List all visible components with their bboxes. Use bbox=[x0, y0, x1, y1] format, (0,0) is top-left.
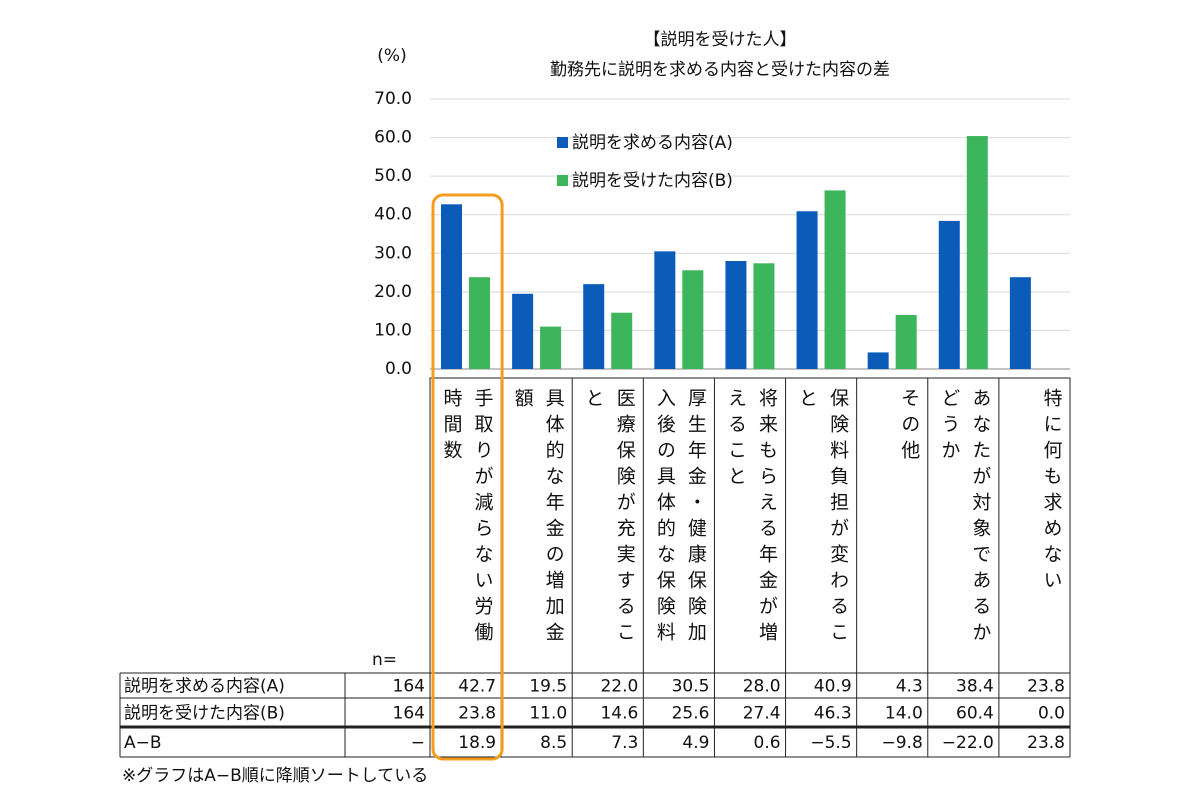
table-value: 23.8 bbox=[458, 704, 496, 724]
category-label: 特に何も求めない bbox=[1040, 388, 1063, 596]
bar bbox=[611, 312, 633, 369]
table-value: 14.6 bbox=[600, 704, 638, 724]
table-value: 18.9 bbox=[458, 733, 496, 753]
y-axis-label: (%) bbox=[377, 46, 406, 66]
row-label: A−B bbox=[124, 733, 162, 753]
table-value: 46.3 bbox=[814, 704, 852, 724]
bar bbox=[682, 270, 704, 369]
y-tick-label: 50.0 bbox=[374, 166, 412, 186]
category-label: あなたが対象であるかどうか bbox=[938, 388, 992, 648]
table-value: 40.9 bbox=[814, 677, 852, 697]
bar bbox=[824, 190, 846, 369]
y-tick-label: 40.0 bbox=[374, 205, 412, 225]
table-value: 0.6 bbox=[754, 733, 781, 753]
bar bbox=[753, 263, 775, 369]
category-label: 医療保険が充実すること bbox=[582, 388, 636, 648]
table-value: 22.0 bbox=[600, 677, 638, 697]
legend-swatch bbox=[557, 137, 568, 148]
bar bbox=[895, 315, 917, 369]
table-value: 23.8 bbox=[1027, 733, 1065, 753]
bar bbox=[966, 136, 988, 369]
table-value: 11.0 bbox=[529, 704, 567, 724]
category-label: 手取りが減らない労働時間数 bbox=[440, 388, 494, 648]
row-n: − bbox=[411, 733, 425, 753]
bar bbox=[469, 277, 490, 369]
chart-subtitle: 勤務先に説明を求める内容と受けた内容の差 bbox=[550, 60, 890, 80]
table-value: 8.5 bbox=[540, 733, 567, 753]
y-tick-label: 60.0 bbox=[374, 128, 412, 148]
bar bbox=[796, 211, 818, 369]
footnote: ※グラフはA−B順に降順ソートしている bbox=[122, 766, 428, 786]
y-tick-label: 30.0 bbox=[374, 243, 412, 263]
table-value: 4.3 bbox=[896, 677, 923, 697]
bar bbox=[540, 326, 562, 369]
category-label: その他 bbox=[898, 388, 921, 466]
table-value: 60.4 bbox=[956, 704, 994, 724]
y-tick-label: 10.0 bbox=[374, 320, 412, 340]
row-label: 説明を受けた内容(B) bbox=[124, 704, 285, 724]
bar bbox=[583, 284, 605, 369]
category-label: 具体的な年金の増加金額 bbox=[511, 388, 565, 648]
bar bbox=[725, 261, 747, 369]
highlight-box bbox=[431, 193, 504, 761]
table-value: 25.6 bbox=[672, 704, 710, 724]
category-label: 保険料負担が変わること bbox=[796, 388, 850, 648]
table-value: 30.5 bbox=[672, 677, 710, 697]
table-value: 28.0 bbox=[743, 677, 781, 697]
table-value: 27.4 bbox=[743, 704, 781, 724]
row-label: 説明を求める内容(A) bbox=[124, 677, 285, 697]
legend-label: 説明を求める内容(A) bbox=[572, 133, 733, 153]
legend-label: 説明を受けた内容(B) bbox=[572, 171, 733, 191]
table-value: 23.8 bbox=[1027, 677, 1065, 697]
category-label: 厚生年金・健康保険加入後の具体的な保険料 bbox=[653, 388, 707, 648]
bar bbox=[1009, 277, 1031, 369]
table-value: 14.0 bbox=[885, 704, 923, 724]
table-value: 4.9 bbox=[682, 733, 709, 753]
table-value: 0.0 bbox=[1038, 704, 1065, 724]
table-value: 19.5 bbox=[529, 677, 567, 697]
n-label: n= bbox=[372, 650, 397, 670]
y-tick-label: 70.0 bbox=[374, 89, 412, 109]
table-value: −22.0 bbox=[942, 733, 994, 753]
row-n: 164 bbox=[393, 704, 425, 724]
table-value: 42.7 bbox=[458, 677, 496, 697]
table-value: 38.4 bbox=[956, 677, 994, 697]
table-value: −9.8 bbox=[881, 733, 922, 753]
row-n: 164 bbox=[393, 677, 425, 697]
bar bbox=[441, 204, 462, 369]
legend-swatch bbox=[557, 175, 568, 186]
table-value: 7.3 bbox=[611, 733, 638, 753]
bar bbox=[867, 352, 889, 369]
category-label: 将来もらえる年金が増えること bbox=[725, 388, 778, 648]
y-tick-label: 0.0 bbox=[385, 359, 412, 379]
chart-title: 【説明を受けた人】 bbox=[644, 30, 797, 50]
bar bbox=[512, 293, 534, 369]
bar bbox=[938, 220, 960, 369]
table-value: −5.5 bbox=[810, 733, 851, 753]
y-tick-label: 20.0 bbox=[374, 282, 412, 302]
bar bbox=[654, 251, 676, 369]
